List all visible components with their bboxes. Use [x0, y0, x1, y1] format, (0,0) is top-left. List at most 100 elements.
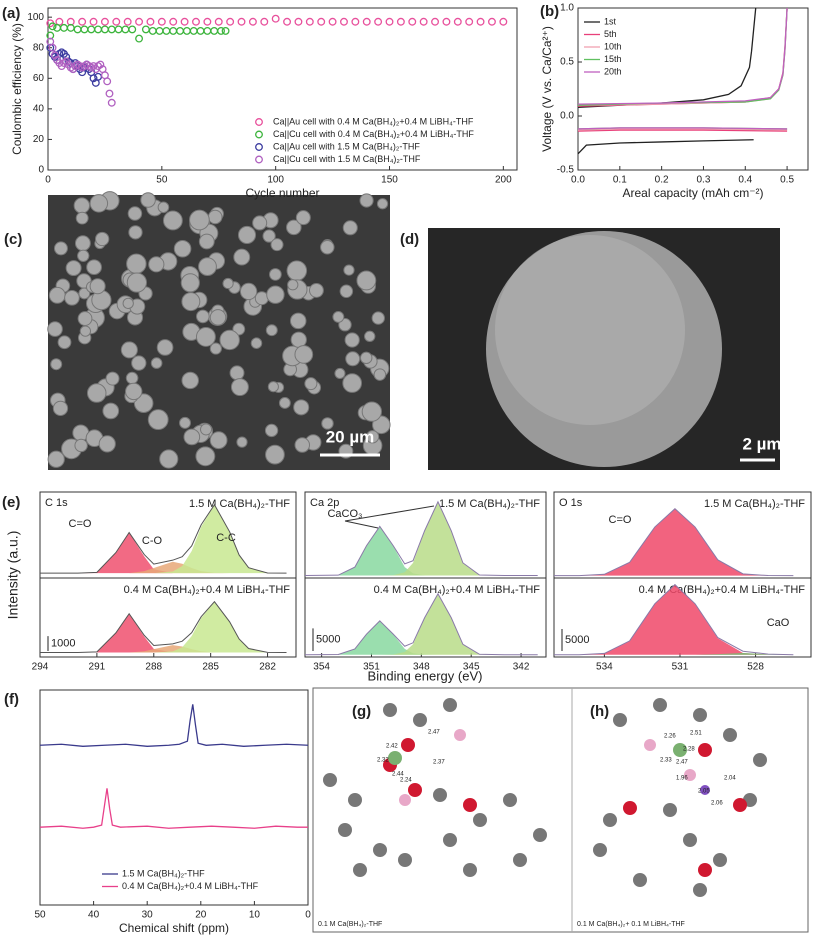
data-point: [214, 17, 223, 26]
x-tick-label: 528: [747, 662, 764, 673]
sem-particle: [294, 437, 311, 453]
legend-marker: [255, 130, 263, 139]
data-point: [294, 17, 303, 26]
bond-length: 1.96: [676, 776, 688, 782]
sem-particle: [195, 446, 216, 467]
bond-length: 2.26: [664, 734, 676, 740]
atom-boron: [399, 794, 411, 806]
sem-particle: [286, 219, 302, 236]
x-tick-label: 100: [267, 175, 284, 186]
x-axis-label: Binding energy (eV): [368, 668, 483, 683]
legend-marker: [255, 143, 263, 151]
data-line: [553, 508, 794, 577]
sem-particle: [162, 210, 183, 231]
sem-particle: [239, 282, 258, 301]
x-tick-label: 50: [34, 910, 46, 921]
sem-particle: [102, 402, 120, 420]
atom-carbon: [353, 863, 367, 877]
data-point: [89, 17, 98, 26]
sem-particle: [50, 358, 63, 371]
sem-particle: [289, 312, 307, 330]
y-tick-label: -0.5: [557, 165, 575, 176]
legend-label: 20th: [604, 66, 622, 76]
y-tick-label: 100: [27, 12, 44, 23]
atom-carbon: [433, 788, 447, 802]
atom-carbon: [723, 728, 737, 742]
sem-particle: [150, 357, 163, 369]
data-point: [141, 25, 150, 34]
annotation: CaCO₃: [327, 508, 362, 520]
sem-particle: [181, 371, 199, 390]
legend-marker: [255, 155, 263, 164]
data-line: [553, 583, 794, 656]
sem-particle: [265, 444, 285, 465]
data-point: [189, 26, 198, 35]
annotation: CaO: [767, 617, 790, 629]
data-point: [488, 17, 496, 26]
legend-label: 10th: [604, 41, 622, 51]
panel-element-label: Ca 2p: [310, 497, 339, 509]
x-tick-label: 291: [89, 662, 106, 673]
bond-length: 2.47: [428, 730, 440, 736]
sem-particle: [342, 373, 362, 393]
data-point: [374, 17, 383, 26]
y-tick-label: 0.0: [560, 111, 574, 122]
sem-particle: [173, 239, 192, 258]
spectrum-title: 1.5 M Ca(BH₄)₂-THF: [439, 498, 540, 510]
sem-particle: [65, 260, 82, 277]
spectrum-title: 1.5 M Ca(BH₄)₂-THF: [189, 498, 290, 510]
atom-oxygen: [623, 801, 637, 815]
sem-particle: [266, 285, 285, 304]
sem-particle: [290, 331, 307, 348]
atom-carbon: [383, 703, 397, 717]
data-point: [169, 17, 178, 26]
data-point: [96, 60, 105, 69]
sem-particle: [159, 449, 179, 469]
spectrum-title: 0.4 M Ca(BH₄)₂+0.4 M LiBH₄-THF: [639, 584, 806, 596]
data-point: [226, 17, 235, 26]
sem-particle: [77, 249, 90, 262]
sem-particle: [321, 417, 334, 430]
atom-carbon: [503, 793, 517, 807]
bond-length: 2.37: [433, 760, 445, 766]
y-axis-label: Intensity (a.u.): [5, 531, 21, 620]
data-point: [48, 22, 57, 31]
panel-element-label: C 1s: [45, 497, 68, 509]
data-point: [112, 17, 121, 26]
x-tick-label: 0.3: [697, 175, 711, 186]
data-point: [135, 17, 144, 26]
spectrum-title: 0.4 M Ca(BH₄)₂+0.4 M LiBH₄-THF: [124, 584, 291, 596]
atom-carbon: [473, 813, 487, 827]
x-tick-label: 200: [495, 175, 512, 186]
data-point: [100, 17, 109, 26]
atom-carbon: [693, 883, 707, 897]
atom-carbon: [323, 773, 337, 787]
sem-particle: [196, 309, 210, 324]
atom-carbon: [463, 863, 477, 877]
sem-particle: [120, 341, 138, 359]
sem-particle: [373, 368, 387, 381]
sem-particle: [287, 279, 299, 291]
sem-particle: [74, 235, 91, 252]
sem-particle: [344, 332, 360, 348]
atom-oxygen: [401, 738, 415, 752]
data-point: [100, 25, 109, 34]
bond-length: 2.28: [683, 747, 695, 753]
atom-oxygen: [408, 783, 422, 797]
data-point: [351, 17, 360, 26]
sem-particle: [265, 324, 278, 337]
sem-particle: [48, 286, 66, 304]
panel-label: (d): [400, 231, 419, 248]
x-tick-label: 531: [672, 662, 689, 673]
bond-length: 2.32: [377, 758, 389, 764]
sem-particle: [342, 220, 358, 236]
panel-label: (a): [2, 5, 20, 22]
data-point: [196, 26, 205, 35]
y-tick-label: 80: [33, 42, 45, 53]
panel-label: (b): [540, 3, 559, 20]
data-line: [39, 788, 308, 829]
data-point: [180, 17, 189, 26]
spectrum-title: 1.5 M Ca(BH₄)₂-THF: [704, 498, 805, 510]
data-line: [304, 500, 538, 577]
molecule-caption: 0.1 M Ca(BH₄)₂+ 0.1 M LiBH₄-THF: [577, 921, 685, 928]
